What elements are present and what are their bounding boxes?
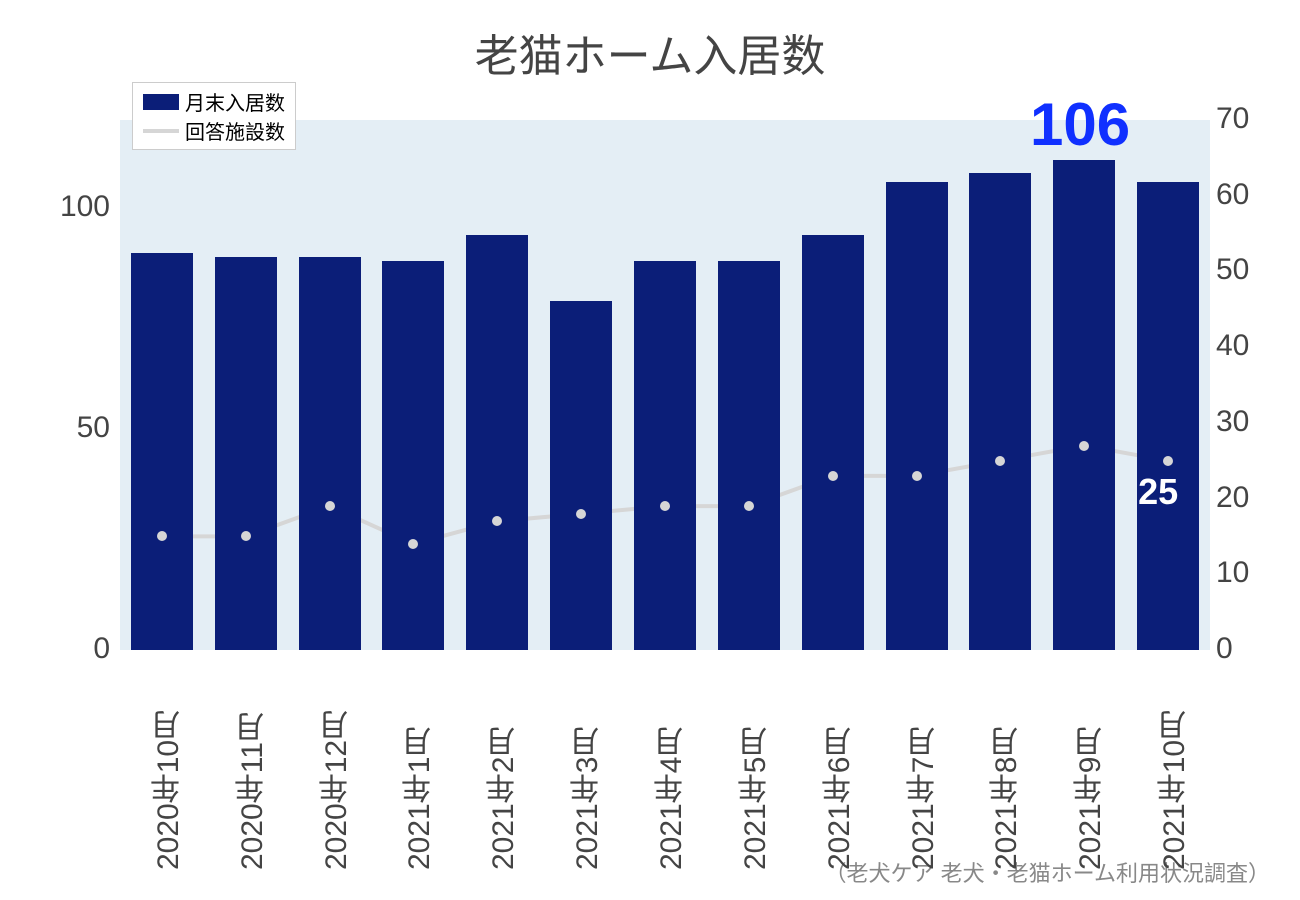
y-right-tick: 40 — [1216, 329, 1286, 363]
bar — [802, 235, 864, 650]
y-left-tick: 100 — [10, 190, 110, 224]
bar — [1053, 160, 1115, 650]
bar — [718, 261, 780, 650]
x-tick-label: 2021年4月 — [650, 670, 694, 870]
line-point — [744, 501, 754, 511]
legend-bar-label: 月末入居数 — [185, 87, 285, 116]
y-right-tick: 20 — [1216, 481, 1286, 515]
line-point — [157, 531, 167, 541]
x-tick-label: 2021年6月 — [818, 670, 862, 870]
y-right-tick: 30 — [1216, 405, 1286, 439]
legend-row-line: 回答施設数 — [143, 116, 285, 145]
y-right-tick: 50 — [1216, 253, 1286, 287]
x-tick-label: 2021年10月 — [1153, 670, 1197, 870]
x-tick-label: 2021年2月 — [482, 670, 526, 870]
plot-area — [120, 120, 1210, 650]
line-point — [995, 456, 1005, 466]
legend-line-swatch — [143, 129, 179, 133]
y-right-tick: 10 — [1216, 556, 1286, 590]
bar — [215, 257, 277, 650]
legend-line-label: 回答施設数 — [185, 116, 285, 145]
bar — [550, 301, 612, 650]
bar — [382, 261, 444, 650]
y-right-tick: 70 — [1216, 102, 1286, 136]
x-tick-label: 2021年1月 — [398, 670, 442, 870]
line-point — [828, 471, 838, 481]
callout-small: 25 — [1138, 471, 1178, 513]
line-point — [408, 539, 418, 549]
x-tick-label: 2021年8月 — [985, 670, 1029, 870]
line-point — [492, 516, 502, 526]
x-tick-label: 2020年10月 — [147, 670, 191, 870]
x-tick-label: 2021年5月 — [734, 670, 778, 870]
legend-row-bar: 月末入居数 — [143, 87, 285, 116]
y-left-tick: 0 — [10, 632, 110, 666]
line-point — [660, 501, 670, 511]
y-right-tick: 60 — [1216, 178, 1286, 212]
x-tick-label: 2020年12月 — [315, 670, 359, 870]
line-point — [1079, 441, 1089, 451]
bar — [969, 173, 1031, 650]
x-tick-label: 2021年3月 — [566, 670, 610, 870]
line-point — [912, 471, 922, 481]
callout-big: 106 — [1030, 90, 1130, 159]
bar — [131, 253, 193, 651]
source-note: （老犬ケア 老犬・老猫ホーム利用状況調査） — [825, 856, 1270, 888]
line-point — [576, 509, 586, 519]
chart-container: 老猫ホーム入居数 月末入居数 回答施設数 106 25 （老犬ケア 老犬・老猫ホ… — [0, 0, 1300, 900]
x-tick-label: 2020年11月 — [231, 670, 275, 870]
bar — [1137, 182, 1199, 650]
bar — [466, 235, 528, 650]
bar — [634, 261, 696, 650]
line-point — [325, 501, 335, 511]
legend-bar-swatch — [143, 94, 179, 110]
line-point — [1163, 456, 1173, 466]
chart-title: 老猫ホーム入居数 — [0, 20, 1300, 84]
y-right-tick: 0 — [1216, 632, 1286, 666]
bar — [886, 182, 948, 650]
x-tick-label: 2021年7月 — [902, 670, 946, 870]
x-tick-label: 2021年9月 — [1069, 670, 1113, 870]
bar — [299, 257, 361, 650]
y-left-tick: 50 — [10, 411, 110, 445]
legend: 月末入居数 回答施設数 — [132, 82, 296, 150]
line-point — [241, 531, 251, 541]
